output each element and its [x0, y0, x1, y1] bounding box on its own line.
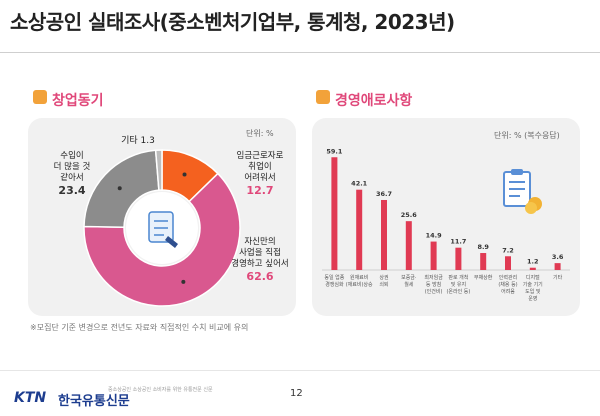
bar-category-label: (온라인 등): [446, 288, 470, 295]
speech-bubble-icon: [33, 90, 47, 104]
pie-value-label: 12.7: [246, 184, 273, 197]
bar-8: [529, 267, 536, 270]
pie-label-line: 어려워서: [244, 172, 275, 183]
pie-label-line: 취업이: [248, 161, 271, 172]
pie-value-label: 62.6: [246, 270, 273, 283]
pie-label-line: 더 많을 것: [54, 161, 91, 172]
bar-category-label: 경쟁심화: [325, 281, 344, 288]
bar-category-label: (재료비)상승: [346, 281, 373, 288]
pie-label-line: 임금근로자로: [237, 150, 284, 161]
footer-divider: [0, 370, 600, 371]
pie-label-text: 기타 1.3: [121, 135, 155, 146]
document-icon: [148, 211, 178, 248]
pie-leader-dot: [117, 186, 122, 191]
pie-label-line: 같아서: [60, 172, 83, 183]
bar-category-label: (채용 등): [498, 281, 517, 288]
bar-category-label: 등 방침: [426, 281, 441, 288]
pie-label-line: 수입이: [60, 150, 83, 161]
bar-7: [505, 256, 511, 270]
bar-category-label: 기술 기기: [523, 281, 543, 288]
bar-category-label: 쇠퇴: [379, 281, 388, 288]
pie-label-3: 기타 1.3: [121, 135, 155, 146]
bar-value-label: 36.7: [376, 190, 392, 198]
bar-value-label: 7.2: [502, 246, 514, 254]
bar-unit-label: 단위: % (복수응답): [494, 131, 560, 140]
footnote: ※모집단 기준 변경으로 전년도 자료와 직접적인 수치 비교에 유의: [30, 323, 249, 332]
bar-9: [554, 263, 561, 270]
bar-category-label: 부채상환: [474, 274, 493, 281]
bar-3: [405, 221, 412, 270]
bar-value-label: 8.9: [477, 243, 489, 251]
bar-value-label: 25.6: [401, 211, 418, 219]
bar-category-label: 및 유지: [451, 281, 466, 288]
bar-category-label: 동일 업종: [324, 274, 344, 281]
bar-category-label: 최저임금: [424, 274, 443, 281]
bar-category-label: 운영: [528, 295, 537, 302]
bar-4: [430, 241, 437, 270]
pie-unit-label: 단위: %: [246, 129, 274, 138]
bar-category-label: 상권: [379, 274, 389, 281]
pie-label-line: 사업을 직접: [239, 247, 281, 258]
bar-category-label: 원재료비: [350, 274, 368, 281]
page-number: 12: [290, 388, 303, 399]
pie-leader-dot: [182, 172, 187, 177]
pie-leader-dot: [181, 279, 186, 284]
slice-자신만의-사업을-직접-경영하고-싶어서: [83, 172, 241, 307]
bar-category-label: 도입 및: [525, 288, 541, 295]
clipboard-icon: [503, 169, 542, 214]
bar-value-label: 14.9: [426, 232, 443, 240]
bar-section-title: 경영애로사항: [335, 93, 413, 109]
bar-category-label: (인건비): [425, 288, 443, 295]
bar-0: [331, 157, 338, 270]
pie-value-label: 23.4: [58, 184, 85, 197]
bar-category-label: 보증금·: [401, 275, 417, 281]
bar-5: [455, 247, 462, 270]
bar-category-label: 판로 개척: [448, 274, 468, 281]
slice-기타: [154, 149, 163, 191]
bar-1: [356, 189, 363, 270]
pie-label-line: 자신만의: [244, 236, 275, 247]
speech-bubble-icon: [316, 90, 330, 104]
pie-section-title: 창업동기: [52, 93, 104, 109]
bar-value-label: 11.7: [450, 238, 466, 246]
bar-6: [480, 253, 487, 270]
logo-subtitle: 중소상공인 소상공인 소비자를 위한 유통전문 신문: [108, 387, 213, 393]
logo-text: 한국유통신문: [58, 394, 130, 409]
bar-category-label: 어려움: [501, 288, 515, 295]
bar-category-label: 인력관리: [499, 274, 517, 281]
bar-value-label: 42.1: [351, 180, 368, 188]
bar-category-label: 월세: [404, 281, 414, 288]
bar-category-label: 기타: [553, 274, 563, 281]
bar-value-label: 3.6: [552, 253, 564, 261]
title-divider: [0, 52, 600, 53]
pie-label-line: 경영하고 싶어서: [231, 258, 288, 269]
bar-2: [381, 199, 387, 270]
bar-value-label: 1.2: [527, 258, 539, 266]
bar-value-label: 59.1: [326, 147, 343, 155]
bar-category-label: 디지털: [526, 274, 540, 281]
page-title: 소상공인 실태조사(중소벤처기업부, 통계청, 2023년): [10, 10, 455, 34]
logo-mark: KTN: [14, 390, 47, 406]
